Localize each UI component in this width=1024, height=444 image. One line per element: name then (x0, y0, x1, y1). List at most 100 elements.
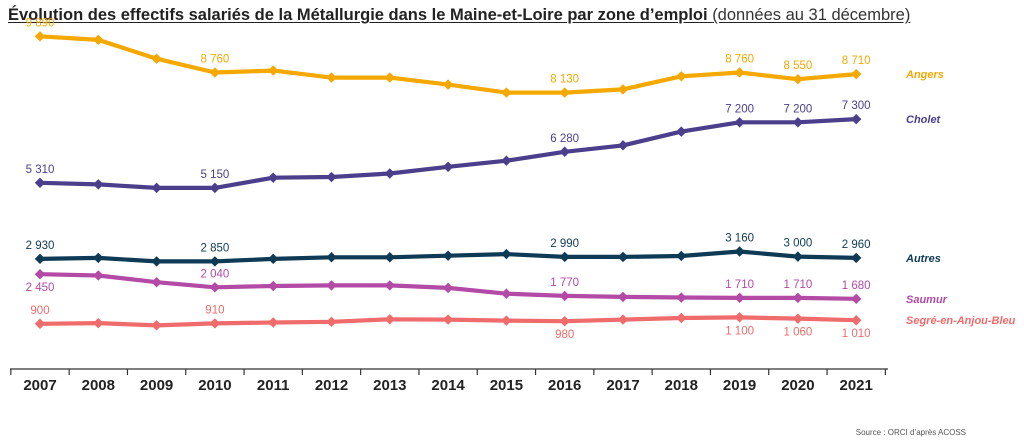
data-label-saumur-2010: 2 040 (201, 268, 230, 280)
data-point-segr-en-anjou-bleu-2008 (93, 317, 104, 329)
data-label-autres-2021: 2 960 (842, 239, 871, 251)
data-point-autres-2020 (792, 251, 804, 262)
data-point-autres-2017 (617, 251, 629, 263)
data-point-segr-en-anjou-bleu-2019 (734, 312, 745, 323)
legend-label-autres: Autres (905, 253, 941, 265)
data-point-saumur-2016 (559, 290, 570, 302)
data-label-segr-en-anjou-bleu-2021: 1 010 (842, 328, 871, 340)
data-point-cholet-2021 (851, 113, 862, 125)
data-point-segr-en-anjou-bleu-2021 (851, 315, 862, 326)
data-label-saumur-2016: 1 770 (550, 277, 579, 289)
data-label-cholet-2020: 7 200 (784, 103, 813, 115)
data-point-saumur-2012 (326, 280, 337, 291)
data-label-autres-2016: 2 990 (550, 238, 579, 250)
data-point-autres-2010 (209, 256, 221, 267)
data-point-segr-en-anjou-bleu-2014 (442, 314, 454, 325)
data-point-angers-2017 (617, 84, 629, 95)
data-point-saumur-2013 (384, 280, 395, 291)
data-label-autres-2020: 3 000 (784, 238, 813, 250)
x-tick-label-2016: 2016 (548, 377, 581, 394)
data-point-angers-2009 (151, 53, 162, 64)
x-tick-label-2015: 2015 (490, 377, 523, 394)
data-point-autres-2016 (559, 251, 570, 263)
data-point-segr-en-anjou-bleu-2016 (559, 315, 570, 327)
data-point-cholet-2008 (93, 179, 104, 190)
data-point-saumur-2008 (93, 270, 104, 281)
data-point-cholet-2010 (209, 182, 221, 194)
x-tick-label-2017: 2017 (606, 377, 639, 394)
data-point-autres-2014 (442, 250, 454, 261)
data-point-angers-2014 (442, 79, 454, 90)
data-point-autres-2007 (34, 253, 46, 265)
data-point-cholet-2020 (792, 117, 804, 128)
data-label-cholet-2010: 5 150 (201, 169, 230, 181)
data-point-autres-2015 (501, 248, 512, 260)
data-point-cholet-2014 (442, 161, 454, 172)
data-point-saumur-2020 (792, 292, 804, 304)
data-point-segr-en-anjou-bleu-2009 (151, 320, 162, 331)
data-point-cholet-2007 (34, 177, 46, 188)
data-point-cholet-2016 (559, 146, 570, 157)
data-point-angers-2021 (851, 68, 862, 80)
data-point-saumur-2014 (442, 282, 454, 294)
data-point-angers-2018 (676, 71, 687, 82)
x-tick-label-2018: 2018 (665, 377, 698, 394)
source-note: Source : ORCI d’après ACOSS (855, 428, 966, 437)
data-point-segr-en-anjou-bleu-2015 (501, 315, 512, 326)
data-point-segr-en-anjou-bleu-2020 (792, 313, 804, 324)
data-point-angers-2007 (34, 31, 46, 42)
data-point-saumur-2011 (268, 280, 279, 292)
data-point-cholet-2019 (734, 117, 745, 128)
data-point-autres-2013 (384, 252, 395, 263)
legend-label-saumur: Saumur (906, 294, 948, 306)
data-point-saumur-2009 (151, 276, 162, 288)
x-tick-label-2019: 2019 (723, 377, 756, 394)
data-point-angers-2016 (559, 87, 570, 98)
data-point-autres-2012 (326, 252, 337, 263)
x-tick-label-2012: 2012 (315, 377, 348, 394)
data-label-saumur-2007: 2 450 (26, 282, 55, 294)
data-label-angers-2010: 8 760 (201, 53, 230, 65)
data-label-autres-2019: 3 160 (725, 233, 754, 245)
data-point-angers-2019 (734, 67, 745, 78)
data-label-angers-2020: 8 550 (784, 60, 813, 72)
data-point-segr-en-anjou-bleu-2018 (676, 312, 687, 324)
data-point-cholet-2009 (151, 182, 162, 194)
data-label-autres-2010: 2 850 (201, 242, 230, 254)
x-tick-label-2007: 2007 (23, 377, 56, 394)
x-tick-label-2021: 2021 (840, 377, 873, 394)
data-point-angers-2010 (209, 67, 221, 78)
data-point-segr-en-anjou-bleu-2017 (617, 314, 629, 325)
data-point-angers-2011 (268, 65, 279, 76)
data-label-segr-en-anjou-bleu-2016: 980 (555, 329, 574, 341)
x-tick-label-2009: 2009 (140, 377, 173, 394)
data-label-cholet-2007: 5 310 (26, 164, 55, 176)
legend-label-cholet: Cholet (906, 114, 942, 126)
data-label-segr-en-anjou-bleu-2007: 900 (30, 305, 49, 317)
data-point-cholet-2018 (676, 126, 687, 137)
data-point-saumur-2017 (617, 291, 629, 303)
data-point-cholet-2013 (384, 168, 395, 179)
data-point-saumur-2019 (734, 292, 745, 304)
data-point-saumur-2021 (851, 293, 862, 305)
data-label-segr-en-anjou-bleu-2010: 910 (205, 304, 224, 316)
data-point-autres-2008 (93, 252, 104, 264)
legend-label-segr-en-anjou-bleu: Segré-en-Anjou-Bleu (906, 315, 1016, 327)
x-tick-label-2010: 2010 (198, 377, 231, 394)
data-point-angers-2013 (384, 72, 395, 83)
data-point-saumur-2007 (34, 269, 46, 280)
data-label-saumur-2020: 1 710 (784, 279, 813, 291)
data-point-angers-2012 (326, 72, 337, 83)
chart-title-note: (données au 31 décembre) (712, 6, 911, 24)
data-point-autres-2019 (734, 246, 745, 257)
data-label-saumur-2021: 1 680 (842, 280, 871, 292)
data-label-autres-2007: 2 930 (26, 240, 55, 252)
data-point-segr-en-anjou-bleu-2007 (34, 318, 46, 329)
data-point-segr-en-anjou-bleu-2010 (209, 318, 221, 329)
data-point-cholet-2011 (268, 172, 279, 183)
data-label-angers-2007: 9 890 (26, 17, 55, 29)
x-tick-label-2008: 2008 (82, 377, 115, 394)
data-point-angers-2020 (792, 73, 804, 85)
data-point-saumur-2018 (676, 292, 687, 303)
data-point-saumur-2010 (209, 282, 221, 293)
